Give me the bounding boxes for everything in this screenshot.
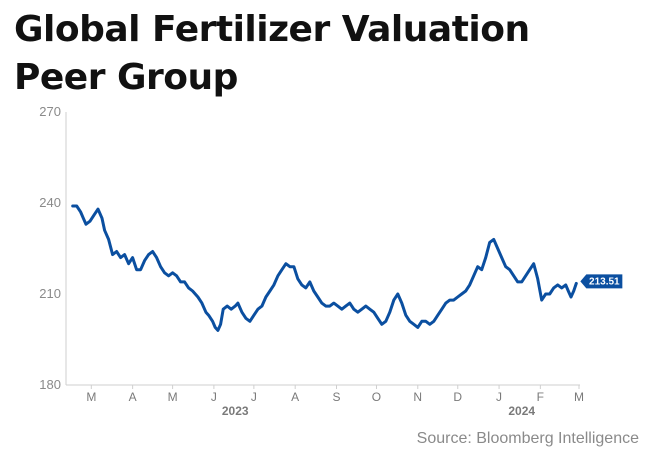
x-tick-label: N bbox=[413, 390, 422, 404]
source-note: Source: Bloomberg Intelligence bbox=[416, 430, 639, 447]
y-tick-label: 180 bbox=[39, 377, 61, 392]
x-tick-label: S bbox=[332, 390, 340, 404]
last-value-badge-shape bbox=[580, 274, 623, 289]
chart-title-line-2: Peer Group bbox=[14, 57, 238, 98]
chart-title: Global Fertilizer Valuation Peer Group bbox=[14, 6, 530, 102]
x-tick-label: J bbox=[211, 390, 217, 404]
x-tick-label: D bbox=[453, 390, 462, 404]
y-tick-label: 240 bbox=[39, 195, 61, 210]
y-axis-ticks: 180 210 240 270 bbox=[39, 104, 61, 392]
last-value-badge: 213.51 bbox=[580, 274, 623, 289]
last-value-label: 213.51 bbox=[589, 276, 620, 287]
x-tick-label: F bbox=[537, 390, 544, 404]
x-tick-label: J bbox=[251, 390, 257, 404]
x-tick-label: J bbox=[496, 390, 502, 404]
x-year-label: 2023 bbox=[222, 404, 249, 418]
x-tick-label: M bbox=[574, 390, 584, 404]
x-tick-label: M bbox=[86, 390, 96, 404]
y-tick-label: 210 bbox=[39, 286, 61, 301]
x-axis-year-labels: 2023 2024 bbox=[222, 404, 536, 418]
x-tick-label: A bbox=[291, 390, 299, 404]
y-tick-label: 270 bbox=[39, 104, 61, 119]
x-tick-label: O bbox=[372, 390, 381, 404]
series-line bbox=[71, 204, 578, 332]
x-tick-label: A bbox=[129, 390, 137, 404]
x-year-label: 2024 bbox=[508, 404, 535, 418]
chart-title-line-1: Global Fertilizer Valuation bbox=[14, 9, 530, 50]
x-tick-label: M bbox=[168, 390, 178, 404]
